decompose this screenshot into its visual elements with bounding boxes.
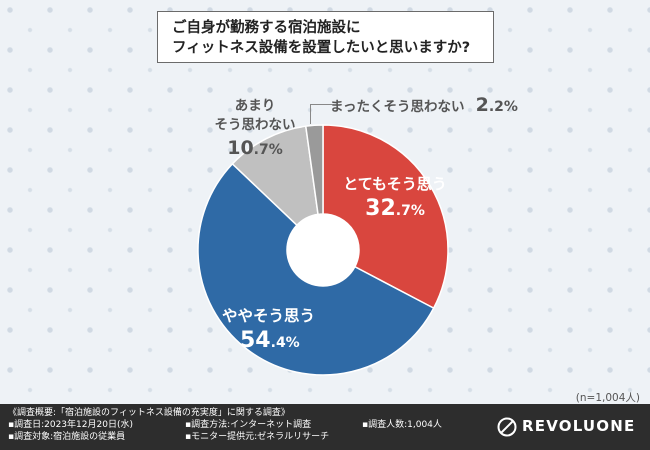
sample-size-note: (n=1,004人) (575, 392, 640, 404)
survey-provider: ▪モニター提供元:ゼネラルリサーチ (185, 432, 330, 442)
label-amari: あまり そう思わない 10.7% (205, 97, 305, 163)
label-yaya: ややそう思う 54.4% (222, 306, 315, 358)
slice-name-mattaku: まったくそう思わない (330, 99, 465, 115)
donut-slices (197, 124, 449, 376)
slice-value-totemo: 32.7% (365, 196, 425, 221)
leader-line (310, 104, 332, 124)
slice-name-amari-1: あまり (234, 98, 276, 114)
slice-name-totemo: とてもそう思う (343, 175, 447, 193)
label-mattaku: まったくそう思わない 2.2% (330, 94, 518, 116)
footer-bar: 《調査概要:「宿泊施設のフィットネス設備の充実度」に関する調査》 ▪調査日:20… (0, 404, 650, 450)
survey-summary: 《調査概要:「宿泊施設のフィットネス設備の充実度」に関する調査》 (8, 408, 290, 418)
survey-date: ▪調査日:2023年12月20日(水) (8, 420, 133, 430)
survey-target: ▪調査対象:宿泊施設の従業員 (8, 432, 126, 442)
revoluone-logo: REVOLUONE (496, 416, 635, 438)
question-line-1: ご自身が勤務する宿泊施設に (172, 20, 361, 36)
question-line-2: フィットネス設備を設置したいと思いますか? (172, 40, 471, 56)
label-totemo: とてもそう思う 32.7% (340, 174, 450, 226)
donut-hole (287, 214, 359, 286)
slice-name-amari-2: そう思わない (214, 117, 296, 133)
slice-name-yaya: ややそう思う (222, 307, 316, 325)
slice-value-yaya: 54.4% (240, 328, 300, 353)
question-title: ご自身が勤務する宿泊施設に フィットネス設備を設置したいと思いますか? (157, 11, 494, 63)
slice-value-amari: 10.7% (227, 137, 283, 159)
survey-method: ▪調査方法:インターネット調査 (185, 420, 312, 430)
logo-mark-icon (497, 417, 517, 437)
logo-text: REVOLUONE (522, 417, 636, 436)
slice-value-mattaku: 2.2% (475, 94, 518, 116)
survey-count: ▪調査人数:1,004人 (362, 420, 442, 430)
